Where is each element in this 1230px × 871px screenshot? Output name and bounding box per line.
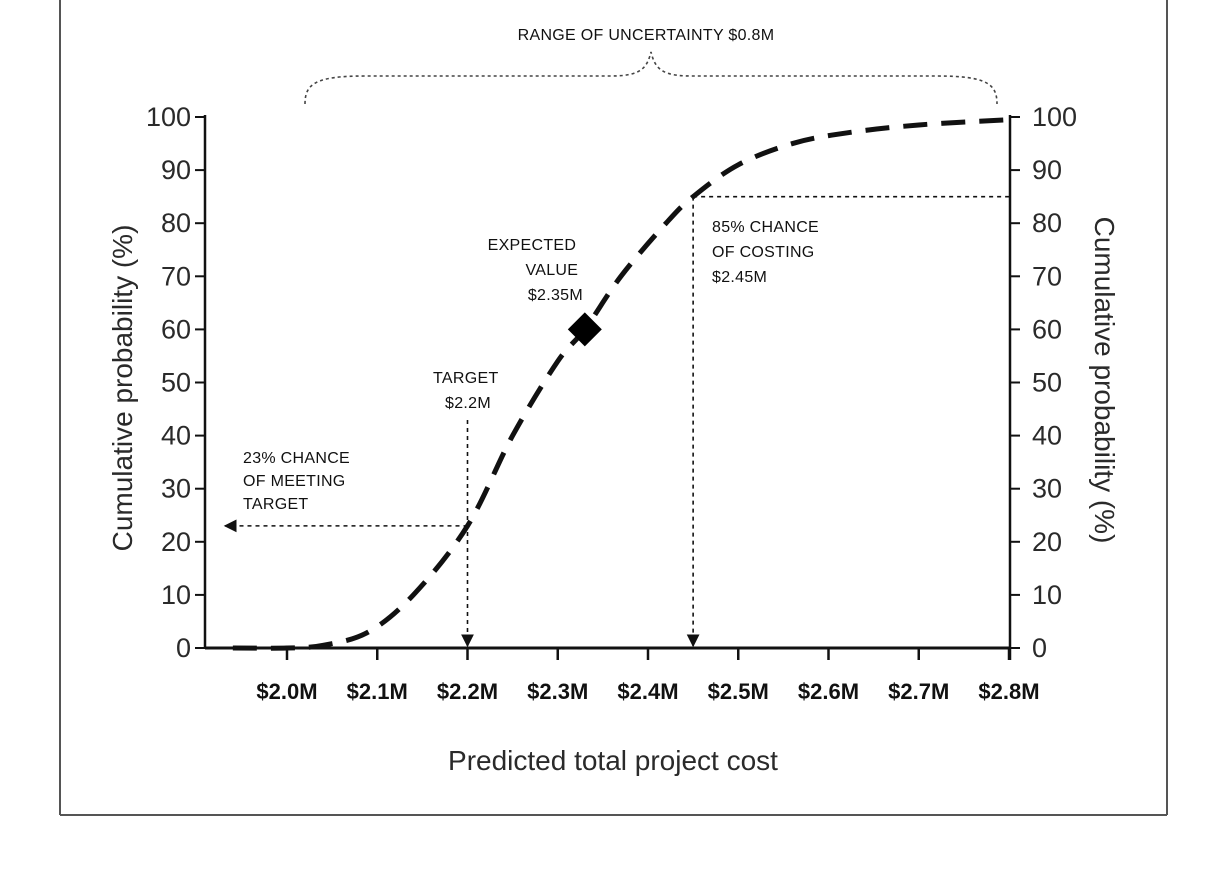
uncertainty-label: RANGE OF UNCERTAINTY $0.8M xyxy=(518,27,775,44)
y-tick-label-right: 10 xyxy=(1032,580,1062,610)
y-axis-title-right: Cumulative probability (%) xyxy=(1089,217,1120,544)
y-tick-label-left: 90 xyxy=(161,155,191,185)
y-tick-label-left: 10 xyxy=(161,580,191,610)
x-tick-label: $2.4M xyxy=(617,679,678,704)
y-tick-label-left: 40 xyxy=(161,421,191,451)
target-chance-label-line-1: 23% CHANCE xyxy=(243,450,350,467)
p85-label-line-3: $2.45M xyxy=(712,269,767,286)
y-tick-label-left: 20 xyxy=(161,527,191,557)
expected-value-label-line-3: $2.35M xyxy=(528,287,583,304)
target-chance-label-line-3: TARGET xyxy=(243,496,309,513)
x-tick-label: $2.5M xyxy=(708,679,769,704)
y-tick-label-left: 0 xyxy=(176,633,191,663)
reference-lines-layer xyxy=(223,51,1010,648)
target-label: TARGET $2.2M xyxy=(433,370,503,412)
x-axis-title: Predicted total project cost xyxy=(448,745,778,776)
y-tick-label-right: 30 xyxy=(1032,474,1062,504)
y-tick-label-left: 100 xyxy=(146,102,191,132)
y-tick-label-right: 20 xyxy=(1032,527,1062,557)
p85-label-line-1: 85% CHANCE xyxy=(712,219,819,236)
y-tick-label-right: 40 xyxy=(1032,421,1062,451)
y-tick-label-right: 90 xyxy=(1032,155,1062,185)
series-layer xyxy=(232,117,1010,651)
p85-label: 85% CHANCE OF COSTING $2.45M xyxy=(712,219,824,286)
x-tick-label: $2.1M xyxy=(347,679,408,704)
expected-value-label-line-2: VALUE xyxy=(525,262,578,279)
x-tick-label: $2.3M xyxy=(527,679,588,704)
y-tick-label-right: 50 xyxy=(1032,368,1062,398)
x-tick-label: $2.8M xyxy=(978,679,1039,704)
target-chance-label: 23% CHANCE OF MEETING TARGET xyxy=(243,450,355,513)
y-tick-label-left: 80 xyxy=(161,208,191,238)
target-label-line-2: $2.2M xyxy=(445,395,491,412)
y-tick-label-right: 100 xyxy=(1032,102,1077,132)
target-label-line-1: TARGET xyxy=(433,370,498,387)
y-tick-label-right: 60 xyxy=(1032,314,1062,344)
axes-layer: 0 0 10 10 20 20 30 30 40 40 50 50 60 60 70 70 80 80 90 90 10… xyxy=(146,102,1077,704)
y-tick-label-right: 70 xyxy=(1032,261,1062,291)
expected-value-label-line-1: EXPECTED xyxy=(488,237,577,254)
uncertainty-brace xyxy=(304,51,998,105)
y-axis-title-left: Cumulative probability (%) xyxy=(107,225,138,552)
y-tick-label-right: 80 xyxy=(1032,208,1062,238)
marker-layer xyxy=(567,312,602,347)
p85-label-line-2: OF COSTING xyxy=(712,244,815,261)
x-tick-label: $2.7M xyxy=(888,679,949,704)
cumulative-probability-curve xyxy=(232,117,1010,651)
y-tick-label-left: 60 xyxy=(161,314,191,344)
expected-value-marker xyxy=(567,312,602,347)
y-tick-label-left: 50 xyxy=(161,368,191,398)
y-tick-label-right: 0 xyxy=(1032,633,1047,663)
y-tick-label-left: 70 xyxy=(161,261,191,291)
target-chance-label-line-2: OF MEETING xyxy=(243,473,346,490)
y-tick-label-left: 30 xyxy=(161,474,191,504)
x-tick-label: $2.6M xyxy=(798,679,859,704)
x-tick-label: $2.0M xyxy=(256,679,317,704)
x-tick-label: $2.2M xyxy=(437,679,498,704)
expected-value-label: EXPECTED VALUE $2.35M xyxy=(488,237,583,304)
